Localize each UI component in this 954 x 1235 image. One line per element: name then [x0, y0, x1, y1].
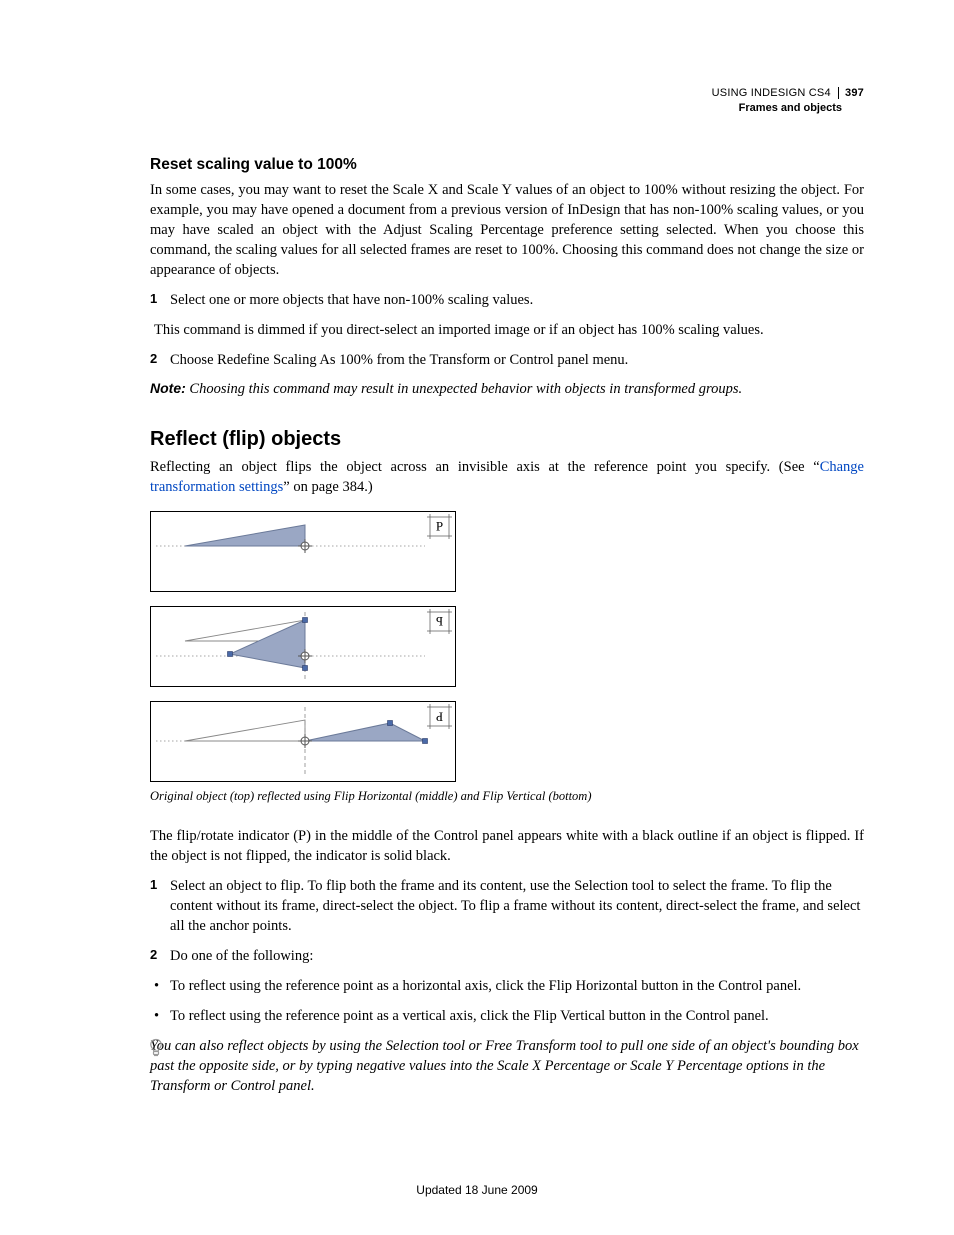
step-item: Choose Redefine Scaling As 100% from the…	[150, 350, 864, 370]
subheading-reset-scaling: Reset scaling value to 100%	[150, 156, 864, 174]
steps-list: Select an object to flip. To flip both t…	[150, 876, 864, 966]
paragraph: The flip/rotate indicator (P) in the mid…	[150, 826, 864, 866]
figure-caption: Original object (top) reflected using Fl…	[150, 789, 864, 804]
bullet-list: To reflect using the reference point as …	[150, 976, 864, 1026]
tip-text: You can also reflect objects by using th…	[150, 1036, 864, 1096]
steps-list: Choose Redefine Scaling As 100% from the…	[150, 350, 864, 370]
svg-text:P: P	[436, 614, 443, 629]
page-number: 397	[838, 87, 864, 99]
step-item: Do one of the following:	[150, 946, 864, 966]
paragraph: In some cases, you may want to reset the…	[150, 180, 864, 280]
svg-text:P: P	[436, 710, 443, 725]
product-name: USING INDESIGN CS4	[712, 87, 831, 99]
figure-reflect: P P P	[150, 511, 864, 783]
paragraph: Reflecting an object flips the object ac…	[150, 457, 864, 497]
bullet-item: To reflect using the reference point as …	[150, 1006, 864, 1026]
svg-text:P: P	[436, 519, 443, 534]
section-heading-reflect: Reflect (flip) objects	[150, 428, 864, 451]
note-label: Note:	[150, 380, 186, 396]
lightbulb-icon	[148, 1038, 164, 1060]
step-item: Select one or more objects that have non…	[150, 290, 864, 310]
paragraph: This command is dimmed if you direct-sel…	[154, 320, 864, 340]
chapter-name: Frames and objects	[712, 101, 864, 116]
bullet-item: To reflect using the reference point as …	[150, 976, 864, 996]
note-text: Choosing this command may result in unex…	[186, 381, 742, 397]
tip: You can also reflect objects by using th…	[150, 1036, 864, 1096]
note: Note: Choosing this command may result i…	[150, 380, 864, 398]
step-item: Select an object to flip. To flip both t…	[150, 876, 864, 936]
footer-updated: Updated 18 June 2009	[0, 1183, 954, 1197]
running-header: USING INDESIGN CS4 397 Frames and object…	[712, 86, 864, 116]
steps-list: Select one or more objects that have non…	[150, 290, 864, 310]
